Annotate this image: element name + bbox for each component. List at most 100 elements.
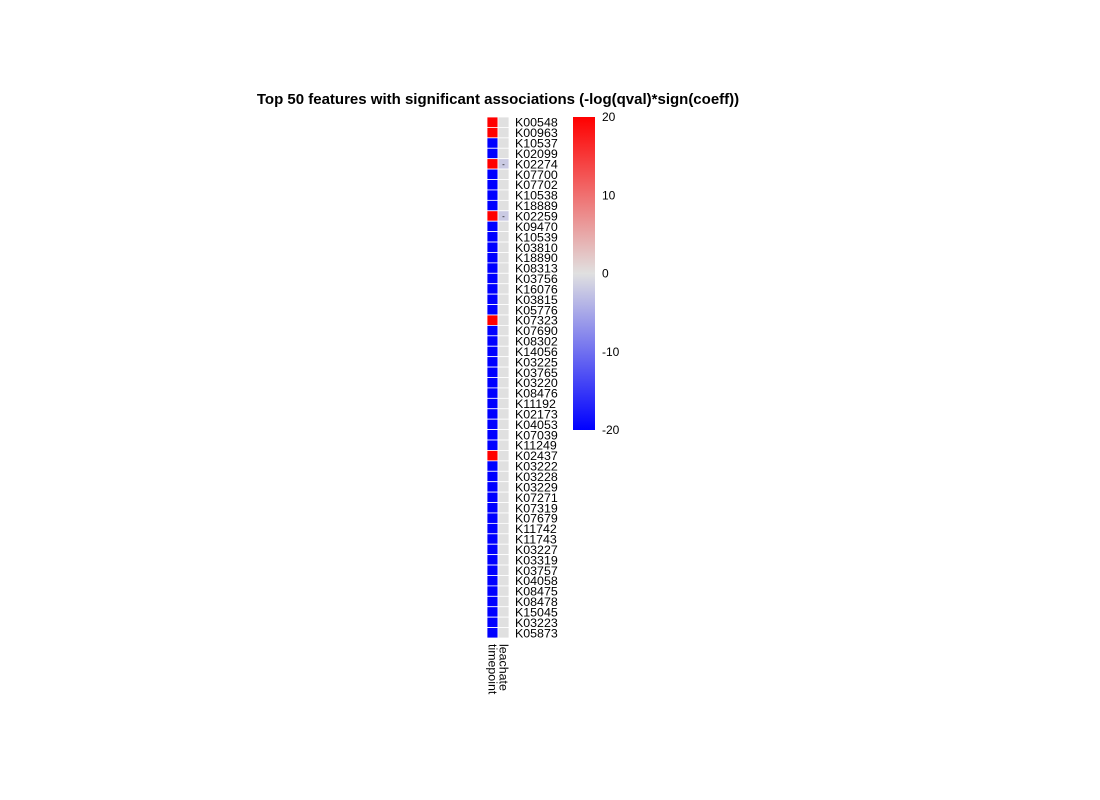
legend-ticks: 20 10 0 -10 -20	[602, 110, 620, 437]
heatmap-cell	[486, 439, 499, 451]
row-label: K11743	[515, 533, 557, 547]
legend-tick-label: 0	[602, 267, 609, 281]
heatmap-cell	[497, 314, 510, 326]
row-labels: K00548K00963K10537K02099K02274K07700K077…	[515, 116, 558, 641]
row-label: K11249	[515, 439, 557, 453]
heatmap-cell	[486, 522, 499, 535]
heatmap-cell	[497, 220, 510, 233]
heatmap-cell	[486, 262, 499, 274]
heatmap-cell	[486, 595, 499, 608]
row-label: K11192	[515, 397, 556, 411]
cell-mark: -	[502, 160, 505, 169]
row-label: K08302	[515, 335, 558, 349]
row-label: K18889	[515, 199, 558, 213]
heatmap-cell	[497, 168, 510, 180]
heatmap-cell	[486, 116, 499, 128]
heatmap-cell	[486, 314, 499, 326]
color-legend: 20 10 0 -10 -20	[573, 110, 620, 437]
heatmap-cell	[497, 481, 510, 493]
heatmap-cell	[486, 470, 499, 483]
row-label: K16076	[515, 282, 558, 296]
column-label: timepoint	[486, 644, 500, 695]
row-label: K15045	[515, 605, 558, 619]
row-label: K03222	[515, 460, 558, 474]
row-label: K02173	[515, 407, 558, 421]
heatmap-cell	[486, 429, 499, 441]
row-label: K02099	[515, 147, 558, 161]
row-label: K10537	[515, 137, 558, 151]
row-label: K04053	[515, 418, 558, 432]
heatmap-cells: --	[486, 116, 510, 639]
heatmap-cell	[497, 491, 510, 503]
heatmap-cell	[497, 450, 510, 462]
heatmap-cell	[497, 147, 510, 160]
row-label: K00548	[515, 116, 558, 130]
heatmap-cell	[497, 554, 510, 566]
heatmap-cell	[497, 335, 510, 347]
row-label: K03225	[515, 355, 558, 369]
row-label: K04058	[515, 574, 558, 588]
heatmap-cell	[497, 502, 510, 514]
row-label: K07702	[515, 178, 558, 192]
heatmap-cell	[497, 116, 510, 128]
heatmap-cell	[486, 137, 499, 149]
heatmap-cell	[497, 252, 510, 264]
heatmap-cell	[486, 387, 499, 399]
cell-mark: -	[502, 212, 505, 221]
heatmap-cell	[497, 231, 510, 243]
heatmap-cell	[497, 418, 510, 430]
heatmap-cell	[486, 210, 499, 222]
heatmap-cell	[486, 345, 499, 358]
heatmap-cell	[497, 616, 510, 628]
heatmap-cell	[486, 304, 499, 316]
heatmap-cell	[486, 512, 499, 524]
heatmap-cell	[497, 137, 510, 149]
heatmap-cell	[497, 304, 510, 316]
heatmap-cell	[486, 283, 499, 295]
row-label: K03229	[515, 480, 558, 494]
legend-tick-label: 20	[602, 110, 616, 124]
heatmap-cell	[486, 408, 499, 420]
row-label: K07039	[515, 428, 558, 442]
heatmap-cell	[497, 606, 510, 618]
legend-tick-label: -10	[602, 345, 620, 359]
heatmap-cell	[486, 616, 499, 628]
heatmap-cell	[497, 460, 510, 472]
heatmap-cell	[497, 179, 510, 191]
heatmap-cell	[497, 595, 510, 608]
heatmap-cell	[497, 627, 510, 639]
row-label: K03319	[515, 553, 558, 567]
heatmap-cell	[486, 575, 499, 587]
heatmap-cell	[497, 585, 510, 597]
row-label: K03765	[515, 366, 558, 380]
heatmap-cell	[497, 429, 510, 441]
row-label: K02274	[515, 157, 558, 171]
heatmap-cell	[486, 199, 499, 212]
heatmap-cell	[486, 554, 499, 566]
row-label: K03228	[515, 470, 558, 484]
heatmap-cell	[486, 168, 499, 180]
row-label: K02259	[515, 209, 558, 223]
row-label: K07690	[515, 324, 558, 338]
heatmap-cell	[486, 293, 499, 305]
row-label: K03757	[515, 564, 558, 578]
row-label: K03220	[515, 376, 558, 390]
heatmap-cell	[486, 377, 499, 389]
row-label: K14056	[515, 345, 558, 359]
row-label: K03756	[515, 272, 558, 286]
heatmap-cell	[486, 147, 499, 160]
heatmap-cell	[497, 293, 510, 305]
heatmap-cell	[497, 439, 510, 451]
heatmap-cell	[486, 324, 499, 337]
heatmap-cell	[486, 189, 499, 201]
row-label: K03810	[515, 241, 558, 255]
row-label: K07319	[515, 501, 558, 515]
heatmap-cell	[497, 189, 510, 201]
heatmap-cell	[486, 481, 499, 493]
heatmap-cell	[497, 366, 510, 378]
heatmap-cell	[497, 533, 510, 545]
heatmap-cell	[497, 199, 510, 212]
row-label: K07700	[515, 168, 558, 182]
row-label: K08313	[515, 262, 558, 276]
